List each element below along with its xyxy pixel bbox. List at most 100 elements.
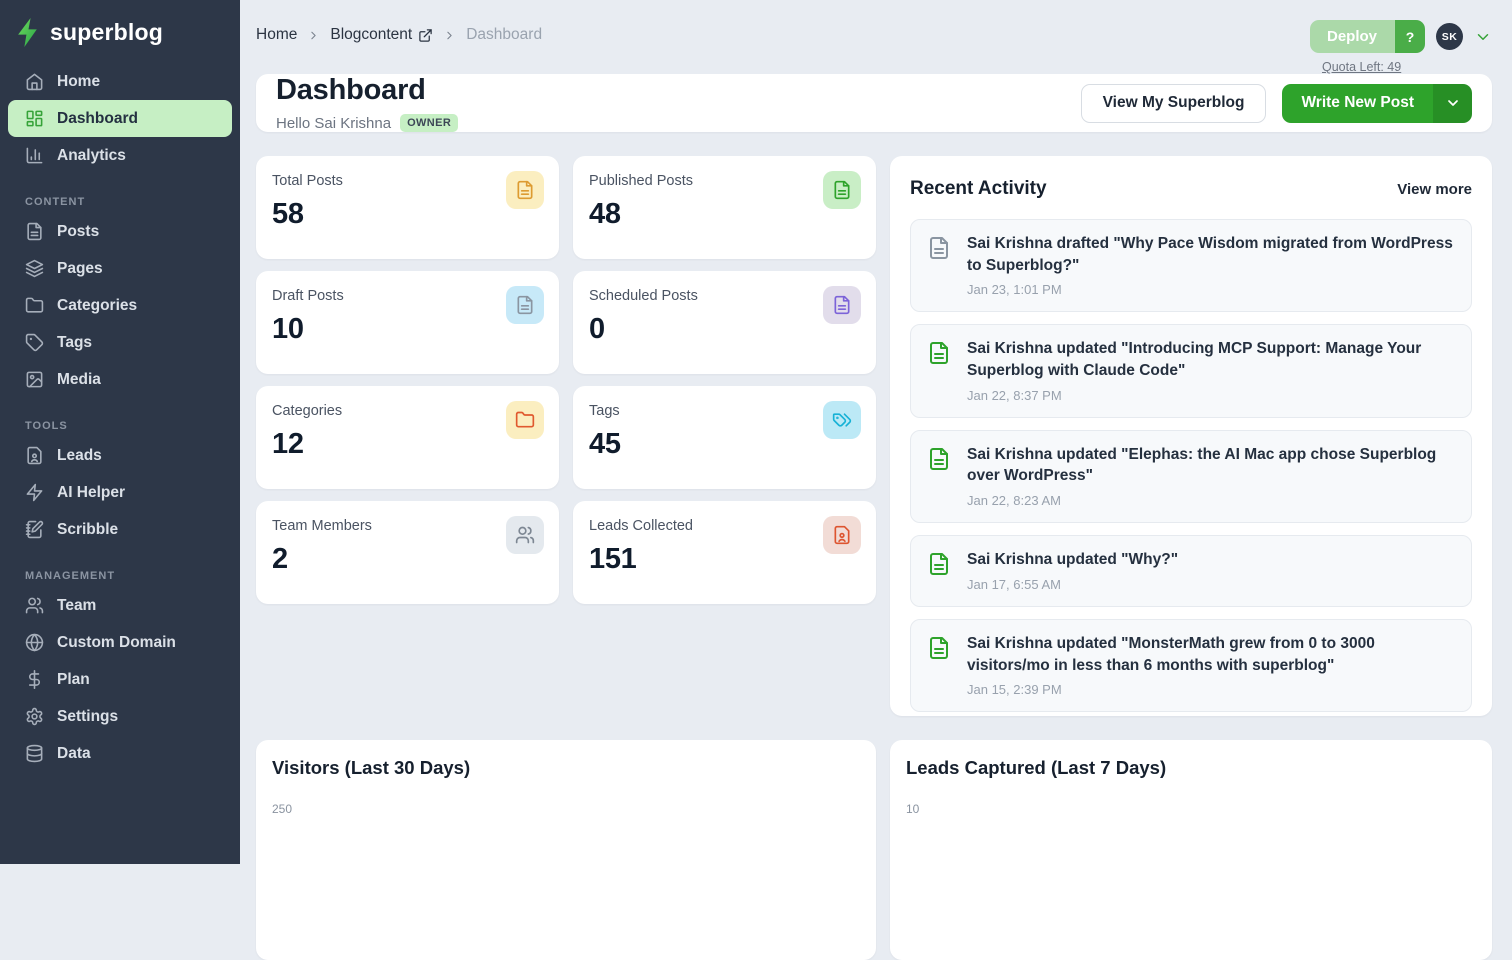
sidebar-item-ai-helper[interactable]: AI Helper (8, 474, 232, 511)
sidebar-item-label: Scribble (57, 520, 119, 538)
stat-value: 10 (272, 313, 304, 345)
sidebar-item-tags[interactable]: Tags (8, 324, 232, 361)
sidebar-section-tools: TOOLS (25, 420, 68, 432)
stat-label: Tags (589, 403, 620, 419)
stat-label: Scheduled Posts (589, 288, 698, 304)
sidebar-item-label: Posts (57, 222, 100, 240)
activity-item[interactable]: Sai Krishna updated "Why?" Jan 17, 6:55 … (910, 535, 1472, 607)
owner-badge: OWNER (400, 114, 459, 132)
stat-card-team-members[interactable]: Team Members 2 (256, 501, 559, 604)
activity-text: Sai Krishna drafted "Why Pace Wisdom mig… (967, 235, 1453, 274)
stat-card-scheduled-posts[interactable]: Scheduled Posts 0 (573, 271, 876, 374)
gear-icon (25, 707, 44, 726)
activity-timestamp: Jan 22, 8:37 PM (967, 387, 1062, 403)
sidebar-item-custom-domain[interactable]: Custom Domain (8, 624, 232, 661)
sidebar-item-scribble[interactable]: Scribble (8, 511, 232, 548)
activity-timestamp: Jan 17, 6:55 AM (967, 576, 1061, 592)
stat-card-categories[interactable]: Categories 12 (256, 386, 559, 489)
visitors-axis-tick: 250 (272, 802, 293, 816)
activity-item[interactable]: Sai Krishna drafted "Why Pace Wisdom mig… (910, 219, 1472, 313)
file-icon (823, 171, 861, 209)
chevron-down-icon (1445, 95, 1461, 111)
leads-chart-card: Leads Captured (Last 7 Days) 10 (890, 740, 1492, 960)
view-more-link[interactable]: View more (1397, 180, 1472, 198)
deploy-help-button[interactable]: ? (1394, 20, 1425, 53)
sidebar-item-label: Custom Domain (57, 633, 176, 651)
breadcrumb-blogcontent[interactable]: Blogcontent (330, 26, 433, 44)
activity-header: Recent Activity View more (910, 178, 1472, 200)
write-new-post-caret[interactable] (1433, 83, 1472, 123)
sidebar-item-label: Pages (57, 259, 103, 277)
greeting-row: Hello Sai Krishna OWNER (276, 114, 459, 132)
chevron-down-icon[interactable] (1474, 28, 1492, 46)
stat-value: 2 (272, 543, 288, 575)
activity-item[interactable]: Sai Krishna updated "Introducing MCP Sup… (910, 324, 1472, 418)
visitors-chart-card: Visitors (Last 30 Days) 250 (256, 740, 876, 960)
logo: superblog (0, 0, 240, 63)
stat-label: Published Posts (589, 173, 693, 189)
sidebar-section-content: CONTENT (25, 196, 86, 208)
stat-card-leads-collected[interactable]: Leads Collected 151 (573, 501, 876, 604)
leads-axis-tick: 10 (906, 802, 920, 816)
header-actions: View My Superblog Write New Post (1080, 83, 1472, 123)
sidebar-item-label: Dashboard (57, 109, 138, 127)
published-file-icon (927, 447, 951, 471)
tags-icon (823, 401, 861, 439)
breadcrumb-current: Dashboard (466, 26, 543, 43)
published-file-icon (927, 636, 951, 660)
sidebar-item-dashboard[interactable]: Dashboard (8, 100, 232, 137)
sidebar-item-media[interactable]: Media (8, 361, 232, 398)
sidebar-item-team[interactable]: Team (8, 587, 232, 624)
zap-icon (25, 483, 44, 502)
view-my-superblog-button[interactable]: View My Superblog (1080, 83, 1267, 123)
stat-value: 58 (272, 198, 304, 230)
activity-item-body: Sai Krishna updated "Introducing MCP Sup… (967, 338, 1455, 402)
activity-text: Sai Krishna updated "Why?" (967, 551, 1179, 569)
file-icon (823, 286, 861, 324)
sidebar-item-label: Analytics (57, 146, 126, 164)
account-cluster: Deploy ? SK Quota Left: 49 (1309, 20, 1492, 74)
recent-activity-panel: Recent Activity View more Sai Krishna dr… (890, 156, 1492, 716)
sidebar-item-settings[interactable]: Settings (8, 698, 232, 735)
activity-item[interactable]: Sai Krishna updated "MonsterMath grew fr… (910, 618, 1472, 713)
content-grid: Total Posts 58 Published Posts 48 Draft … (240, 156, 1512, 960)
activity-item-body: Sai Krishna drafted "Why Pace Wisdom mig… (967, 233, 1455, 297)
activity-item[interactable]: Sai Krishna updated "Elephas: the AI Mac… (910, 429, 1472, 524)
sidebar-item-label: AI Helper (57, 483, 126, 501)
stat-label: Draft Posts (272, 288, 344, 304)
folder-icon (506, 401, 544, 439)
stat-card-total-posts[interactable]: Total Posts 58 (256, 156, 559, 259)
sidebar-item-data[interactable]: Data (8, 735, 232, 772)
dollar-icon (25, 670, 44, 689)
users-icon (25, 596, 44, 615)
sidebar-nav: Home Dashboard Analytics CONTENT Posts P… (0, 63, 240, 772)
stat-card-tags[interactable]: Tags 45 (573, 386, 876, 489)
globe-icon (25, 633, 44, 652)
sidebar-item-categories[interactable]: Categories (8, 287, 232, 324)
sidebar-item-pages[interactable]: Pages (8, 250, 232, 287)
sidebar-item-analytics[interactable]: Analytics (8, 137, 232, 174)
home-icon (25, 72, 44, 91)
sidebar-item-leads[interactable]: Leads (8, 437, 232, 474)
sidebar-item-plan[interactable]: Plan (8, 661, 232, 698)
activity-timestamp: Jan 15, 2:39 PM (967, 682, 1062, 698)
avatar[interactable]: SK (1436, 23, 1463, 50)
quota-link[interactable]: Quota Left: 49 (1321, 60, 1402, 74)
sidebar-item-label: Data (57, 744, 91, 762)
stat-card-published-posts[interactable]: Published Posts 48 (573, 156, 876, 259)
activity-text: Sai Krishna updated "Introducing MCP Sup… (967, 340, 1422, 380)
notebook-pen-icon (25, 520, 44, 539)
write-new-post-button[interactable]: Write New Post (1282, 83, 1433, 123)
stat-card-draft-posts[interactable]: Draft Posts 10 (256, 271, 559, 374)
activity-text: Sai Krishna updated "MonsterMath grew fr… (967, 634, 1375, 674)
sidebar-item-posts[interactable]: Posts (8, 213, 232, 250)
contact-file-icon (823, 516, 861, 554)
sidebar-item-home[interactable]: Home (8, 63, 232, 100)
account-row: Deploy ? SK (1309, 20, 1492, 53)
breadcrumb: Home Blogcontent Dashboard (256, 20, 542, 44)
activity-timestamp: Jan 23, 1:01 PM (967, 282, 1062, 298)
stat-value: 151 (589, 543, 637, 575)
breadcrumb-home[interactable]: Home (256, 26, 298, 43)
deploy-button[interactable]: Deploy (1309, 20, 1394, 53)
